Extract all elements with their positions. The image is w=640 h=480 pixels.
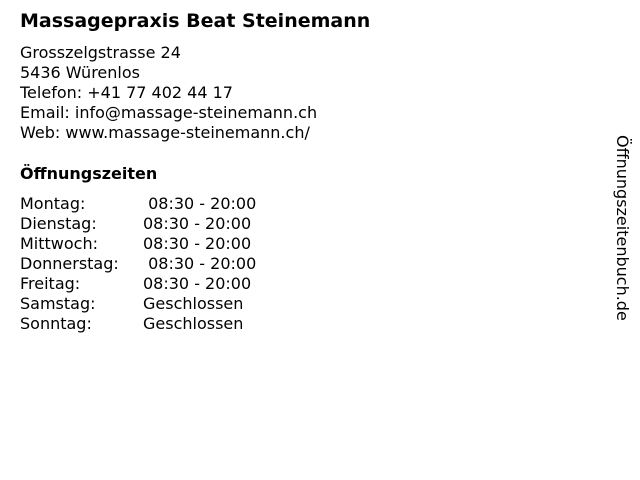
hours-row: Freitag: 08:30 - 20:00	[20, 274, 256, 294]
day: Donnerstag:	[20, 254, 119, 273]
time: 08:30 - 20:00	[143, 274, 252, 293]
hours-row: Mittwoch: 08:30 - 20:00	[20, 234, 256, 254]
street: Grosszelgstrasse 24	[20, 43, 181, 62]
address-block: Grosszelgstrasse 24 5436 Würenlos Telefo…	[20, 43, 317, 143]
day: Montag:	[20, 194, 86, 213]
day: Mittwoch:	[20, 234, 98, 253]
hours-table: Montag: 08:30 - 20:00 Dienstag: 08:30 - 2…	[20, 194, 256, 334]
time: 08:30 - 20:00	[143, 234, 252, 253]
email: Email: info@massage-steinemann.ch	[20, 103, 318, 122]
day: Sonntag:	[20, 314, 92, 333]
page-title: Massagepraxis Beat Steinemann	[20, 10, 371, 32]
city: 5436 Würenlos	[20, 63, 140, 82]
day: Dienstag:	[20, 214, 97, 233]
hours-row: Dienstag: 08:30 - 20:00	[20, 214, 256, 234]
website: Web: www.massage-steinemann.ch/	[20, 123, 310, 142]
time: 08:30 - 20:00	[143, 194, 257, 213]
hours-row: Samstag: Geschlossen	[20, 294, 256, 314]
time: Geschlossen	[143, 314, 244, 333]
side-watermark: Öffnungszeitenbuch.de	[613, 135, 632, 321]
hours-heading: Öffnungszeiten	[20, 164, 158, 183]
day: Freitag:	[20, 274, 81, 293]
time: 08:30 - 20:00	[143, 254, 257, 273]
time: 08:30 - 20:00	[143, 214, 252, 233]
hours-row: Sonntag: Geschlossen	[20, 314, 256, 334]
day: Samstag:	[20, 294, 96, 313]
time: Geschlossen	[143, 294, 244, 313]
hours-row: Donnerstag: 08:30 - 20:00	[20, 254, 256, 274]
phone: Telefon: +41 77 402 44 17	[20, 83, 233, 102]
hours-row: Montag: 08:30 - 20:00	[20, 194, 256, 214]
